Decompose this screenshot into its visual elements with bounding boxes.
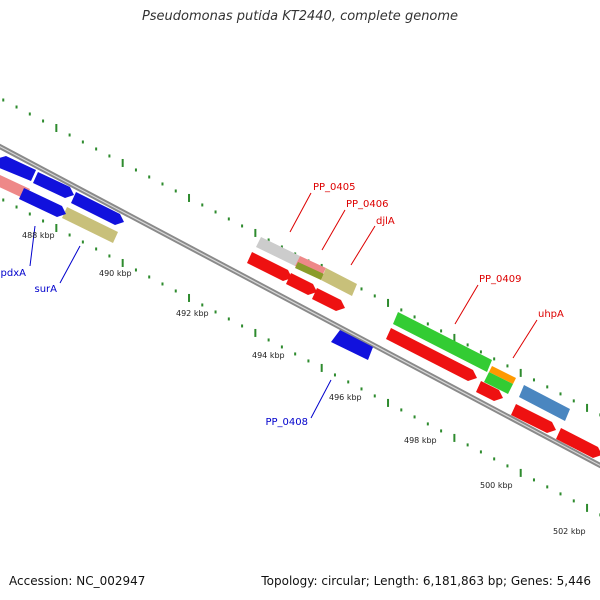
cds-red-5 <box>476 381 503 401</box>
leader-pp0408 <box>310 379 332 419</box>
map-title: Pseudomonas putida KT2440, complete geno… <box>141 9 459 24</box>
label-pp0405: PP_0405 <box>313 182 356 193</box>
accession-text: Accession: NC_002947 <box>9 574 146 588</box>
label-uhpa: uhpA <box>538 309 564 320</box>
leader-pdxa <box>29 225 36 267</box>
leader-uhpa <box>512 319 538 359</box>
cds-blue-1 <box>0 156 36 181</box>
scale-ticks <box>2 98 600 517</box>
forward-gene-labels: PP_0405 PP_0406 djlA PP_0409 uhpA <box>313 182 564 320</box>
label-pp0408: PP_0408 <box>265 417 308 428</box>
label-pdxa: pdxA <box>1 268 27 279</box>
cds-grey-pp0405 <box>256 237 300 266</box>
topology-text: Topology: circular; Length: 6,181,863 bp… <box>261 574 591 588</box>
genome-backbone-highlight <box>0 145 600 467</box>
label-djla: djlA <box>376 216 395 227</box>
cds-red-7 <box>556 428 600 458</box>
forward-features <box>0 175 570 421</box>
leader-pp0406 <box>321 209 346 251</box>
cds-red-4 <box>386 328 477 381</box>
cds-blue-pp0408 <box>331 330 373 360</box>
cds-blue-4 <box>71 192 124 225</box>
forward-label-leaders <box>289 192 538 359</box>
cds-steelblue-right <box>519 385 570 421</box>
scale-label-488: 488 kbp <box>22 231 55 240</box>
scale-label-498: 498 kbp <box>404 436 437 445</box>
reverse-features <box>0 156 600 458</box>
leader-pp0405 <box>289 192 312 233</box>
scale-label-502: 502 kbp <box>553 527 586 536</box>
label-pp0406: PP_0406 <box>346 199 389 210</box>
cds-green-uhpa <box>484 372 513 394</box>
cds-red-3 <box>312 288 345 311</box>
label-pp0409: PP_0409 <box>479 274 522 285</box>
scale-label-500: 500 kbp <box>480 481 513 490</box>
cds-red-6 <box>511 404 556 433</box>
leader-sura <box>59 245 81 284</box>
cds-orange-uhpa <box>489 366 516 384</box>
cds-blue-3 <box>19 188 66 217</box>
cds-olive-pp0406 <box>295 262 324 280</box>
cds-khaki-left <box>62 207 118 243</box>
scale-label-494: 494 kbp <box>252 351 285 360</box>
cds-blue-2 <box>33 172 74 198</box>
label-sura: surA <box>35 284 58 295</box>
scale-label-492: 492 kbp <box>176 309 209 318</box>
cds-khaki-djla <box>321 268 357 296</box>
leader-djla <box>350 225 376 266</box>
scale-label-490: 490 kbp <box>99 269 132 278</box>
reverse-label-leaders <box>29 225 332 419</box>
leader-pp0409 <box>454 284 479 325</box>
cds-red-1 <box>247 252 292 281</box>
scale-label-496: 496 kbp <box>329 393 362 402</box>
scale-labels: 488 kbp 490 kbp 492 kbp 494 kbp 496 kbp … <box>22 231 586 536</box>
reverse-gene-labels: pdxA surA PP_0408 <box>1 268 308 428</box>
cds-green-pp0409 <box>393 312 492 372</box>
cds-red-2 <box>286 273 317 295</box>
